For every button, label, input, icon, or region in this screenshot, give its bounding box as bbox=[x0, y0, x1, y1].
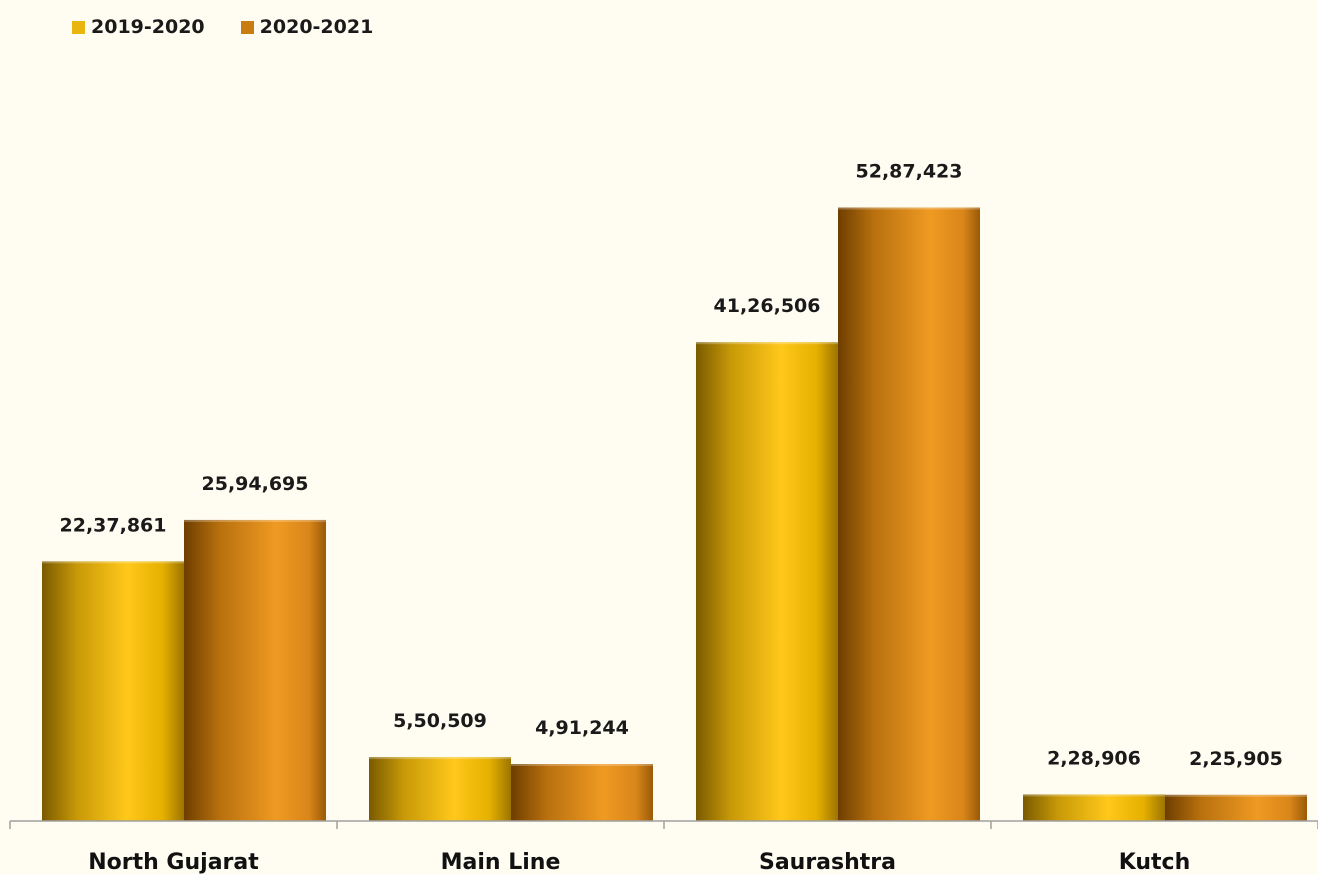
legend-swatch-series-2 bbox=[240, 20, 254, 34]
bar-saurashtra-series-1 bbox=[696, 342, 838, 821]
bar-top-highlight bbox=[369, 757, 511, 760]
bar-kutch-series-2 bbox=[1165, 794, 1307, 821]
category-label-kutch: Kutch bbox=[1119, 850, 1191, 874]
chart-legend: 2019-2020 2020-2021 bbox=[72, 16, 373, 38]
labels-layer: 22,37,861 25,94,695 North Gujarat 5,50,509 4… bbox=[60, 160, 1283, 874]
legend-label-series-2: 2020-2021 bbox=[259, 16, 374, 38]
bar-top-highlight bbox=[1023, 794, 1165, 797]
data-label-saurashtra-series-2: 52,87,423 bbox=[856, 160, 963, 182]
bar-top-highlight bbox=[511, 764, 653, 767]
bar-saurashtra-series-2 bbox=[838, 207, 980, 821]
data-label-main-line-series-1: 5,50,509 bbox=[393, 710, 487, 732]
bar-top-highlight bbox=[42, 561, 184, 564]
legend-swatch-series-1 bbox=[72, 20, 85, 34]
x-axis bbox=[9, 820, 1318, 829]
category-label-north-gujarat: North Gujarat bbox=[88, 850, 259, 874]
bar-main-line-series-1 bbox=[369, 757, 511, 821]
bar-main-line-series-2 bbox=[511, 764, 653, 821]
bar-top-highlight bbox=[696, 342, 838, 345]
bars-layer bbox=[42, 207, 1307, 821]
legend-item-series-1: 2019-2020 bbox=[72, 16, 205, 38]
bar-top-highlight bbox=[1165, 794, 1307, 797]
data-label-north-gujarat-series-1: 22,37,861 bbox=[60, 514, 167, 536]
data-label-kutch-series-1: 2,28,906 bbox=[1047, 747, 1141, 769]
data-label-saurashtra-series-1: 41,26,506 bbox=[714, 295, 821, 317]
category-label-main-line: Main Line bbox=[441, 850, 561, 874]
data-label-north-gujarat-series-2: 25,94,695 bbox=[202, 473, 309, 495]
data-label-kutch-series-2: 2,25,905 bbox=[1189, 748, 1283, 770]
legend-label-series-1: 2019-2020 bbox=[91, 16, 205, 38]
bar-north-gujarat-series-1 bbox=[42, 561, 184, 821]
bar-top-highlight bbox=[184, 519, 326, 522]
bar-north-gujarat-series-2 bbox=[184, 519, 326, 821]
category-label-saurashtra: Saurashtra bbox=[759, 850, 896, 874]
data-label-main-line-series-2: 4,91,244 bbox=[535, 717, 629, 739]
bar-top-highlight bbox=[838, 207, 980, 210]
legend-item-series-2: 2020-2021 bbox=[240, 16, 374, 38]
bar-kutch-series-1 bbox=[1023, 794, 1165, 821]
